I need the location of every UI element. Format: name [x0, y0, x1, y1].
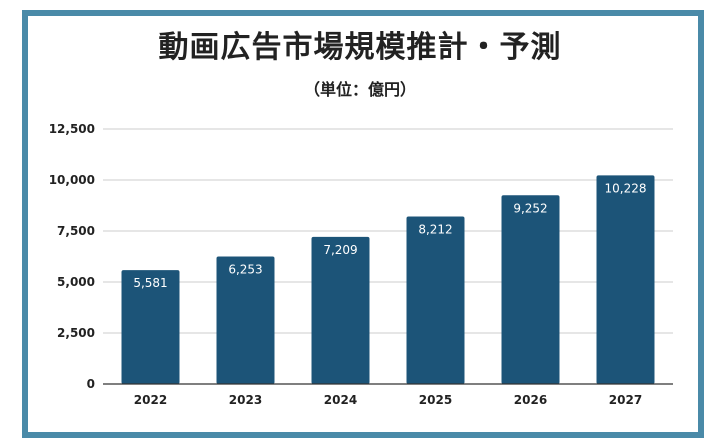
data-label-2025: 8,212: [418, 222, 452, 236]
x-tick-label: 2025: [419, 393, 452, 407]
x-tick-label: 2027: [609, 393, 642, 407]
bar-2027: [596, 175, 655, 384]
data-label-2027: 10,228: [605, 181, 647, 195]
bar-2022: [121, 270, 180, 384]
data-label-2022: 5,581: [133, 276, 167, 290]
bar-2025: [406, 216, 465, 384]
x-tick-label: 2022: [134, 393, 167, 407]
y-tick-label: 10,000: [49, 173, 95, 187]
chart-subtitle: （単位：億円）: [303, 80, 416, 99]
y-tick-label: 0: [87, 377, 95, 391]
y-tick-label: 7,500: [57, 224, 95, 238]
data-labels: 5,581 6,253 7,209 8,212 9,252 10,228: [133, 181, 646, 290]
bar-2023: [216, 256, 275, 384]
y-tick-label: 5,000: [57, 275, 95, 289]
y-tick-label: 2,500: [57, 326, 95, 340]
data-label-2026: 9,252: [513, 201, 547, 215]
data-label-2023: 6,253: [228, 262, 262, 276]
bars: [121, 175, 655, 384]
x-tick-label: 2023: [229, 393, 262, 407]
chart-title: 動画広告市場規模推計・予測: [158, 30, 562, 65]
gridlines: [103, 128, 673, 334]
bar-2024: [311, 236, 370, 384]
x-axis-ticks: 2022 2023 2024 2025 2026 2027: [134, 393, 642, 407]
y-axis-ticks: 0 2,500 5,000 7,500 10,000 12,500: [49, 122, 95, 391]
data-label-2024: 7,209: [323, 243, 357, 257]
x-tick-label: 2024: [324, 393, 357, 407]
x-tick-label: 2026: [514, 393, 547, 407]
y-tick-label: 12,500: [49, 122, 95, 136]
bar-2026: [501, 195, 560, 384]
